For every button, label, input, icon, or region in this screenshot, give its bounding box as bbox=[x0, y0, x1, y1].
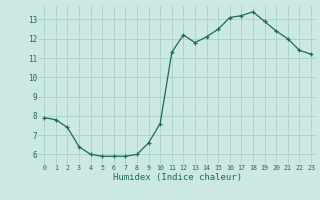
X-axis label: Humidex (Indice chaleur): Humidex (Indice chaleur) bbox=[113, 173, 242, 182]
